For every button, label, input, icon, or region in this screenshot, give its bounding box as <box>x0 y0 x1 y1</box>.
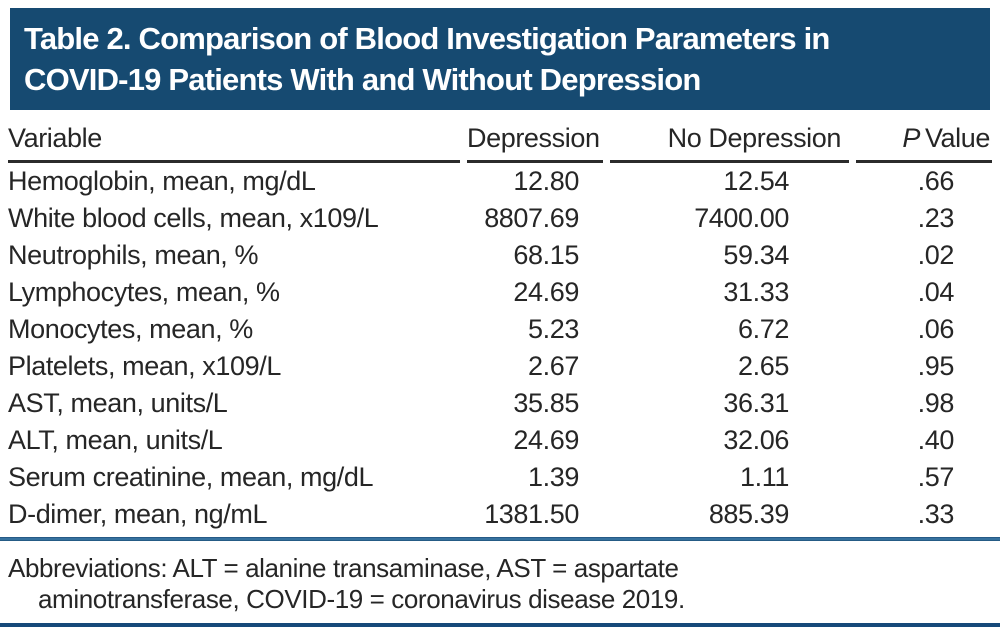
p-value-cell: .40 <box>917 425 955 455</box>
no-depression-value-cell: 31.33 <box>723 277 789 307</box>
table-title-banner: Table 2. Comparison of Blood Investigati… <box>10 8 990 110</box>
footnote-line1: Abbreviations: ALT = alanine transaminas… <box>8 553 679 583</box>
table-row: D-dimer, mean, ng/mL 1381.50 885.39 .33 <box>8 496 992 533</box>
variable-cell: Lymphocytes, mean, % <box>8 277 280 307</box>
p-value-cell: .66 <box>917 166 955 196</box>
table-header-row: Variable Depression No Depression P Value <box>8 110 992 163</box>
p-value-cell: .04 <box>917 277 955 307</box>
variable-cell: ALT, mean, units/L <box>8 425 223 455</box>
p-value-cell: .23 <box>917 203 955 233</box>
depression-value-cell: 2.67 <box>528 351 579 381</box>
table-row: AST, mean, units/L 35.85 36.31 .98 <box>8 385 992 422</box>
no-depression-value-cell: 59.34 <box>723 240 789 270</box>
comparison-table: Variable Depression No Depression P Value… <box>1 110 999 533</box>
column-header-no-depression: No Depression <box>610 110 849 163</box>
depression-value-cell: 8807.69 <box>484 203 579 233</box>
table-bottom-divider-rule <box>0 537 1000 541</box>
variable-cell: Serum creatinine, mean, mg/dL <box>8 462 374 492</box>
footnote-line2: aminotransferase, COVID-19 = coronavirus… <box>38 584 685 614</box>
depression-value-cell: 1.39 <box>528 462 579 492</box>
no-depression-value-cell: 12.54 <box>723 166 789 196</box>
no-depression-value-cell: 32.06 <box>723 425 789 455</box>
p-value-cell: .57 <box>917 462 955 492</box>
table-footnote: Abbreviations: ALT = alanine transaminas… <box>0 541 1000 615</box>
variable-cell: Hemoglobin, mean, mg/dL <box>8 166 316 196</box>
depression-value-cell: 5.23 <box>528 314 579 344</box>
p-value-cell: .95 <box>917 351 955 381</box>
no-depression-value-cell: 2.65 <box>738 351 789 381</box>
no-depression-value-cell: 885.39 <box>708 499 790 529</box>
p-value-cell: .33 <box>917 499 955 529</box>
depression-value-cell: 24.69 <box>513 425 579 455</box>
p-value-italic-p: P <box>902 123 920 153</box>
variable-cell: D-dimer, mean, ng/mL <box>8 499 268 529</box>
no-depression-value-cell: 1.11 <box>740 462 789 492</box>
table-row: ALT, mean, units/L 24.69 32.06 .40 <box>8 422 992 459</box>
p-value-cell: .02 <box>917 240 955 270</box>
table-row: White blood cells, mean, x109/L 8807.69 … <box>8 200 992 237</box>
depression-value-cell: 24.69 <box>513 277 579 307</box>
variable-cell: Monocytes, mean, % <box>8 314 253 344</box>
table-body: Hemoglobin, mean, mg/dL 12.80 12.54 .66 … <box>8 163 992 533</box>
depression-value-cell: 35.85 <box>513 388 579 418</box>
table-row: Lymphocytes, mean, % 24.69 31.33 .04 <box>8 274 992 311</box>
no-depression-value-cell: 36.31 <box>723 388 789 418</box>
table-container: Variable Depression No Depression P Value… <box>0 110 1000 533</box>
variable-cell: Neutrophils, mean, % <box>8 240 259 270</box>
column-header-variable: Variable <box>8 110 460 163</box>
depression-value-cell: 1381.50 <box>484 499 579 529</box>
p-value-label-rest: Value <box>924 123 990 153</box>
no-depression-value-cell: 7400.00 <box>694 203 789 233</box>
variable-cell: Platelets, mean, x109/L <box>8 351 281 381</box>
depression-value-cell: 68.15 <box>513 240 579 270</box>
table-row: Platelets, mean, x109/L 2.67 2.65 .95 <box>8 348 992 385</box>
p-value-cell: .06 <box>917 314 955 344</box>
table-row: Neutrophils, mean, % 68.15 59.34 .02 <box>8 237 992 274</box>
variable-cell: AST, mean, units/L <box>8 388 228 418</box>
table-row: Serum creatinine, mean, mg/dL 1.39 1.11 … <box>8 459 992 496</box>
table-title-line2: COVID-19 Patients With and Without Depre… <box>24 62 701 97</box>
no-depression-value-cell: 6.72 <box>738 314 789 344</box>
p-value-cell: .98 <box>917 388 955 418</box>
figure-bottom-rule <box>0 623 1000 627</box>
table-row: Monocytes, mean, % 5.23 6.72 .06 <box>8 311 992 348</box>
column-header-depression: Depression <box>467 110 603 163</box>
depression-value-cell: 12.80 <box>513 166 579 196</box>
table-row: Hemoglobin, mean, mg/dL 12.80 12.54 .66 <box>8 163 992 200</box>
variable-cell: White blood cells, mean, x109/L <box>8 203 379 233</box>
column-header-p-value: P Value <box>856 110 992 163</box>
table-title-line1: Table 2. Comparison of Blood Investigati… <box>24 21 830 56</box>
